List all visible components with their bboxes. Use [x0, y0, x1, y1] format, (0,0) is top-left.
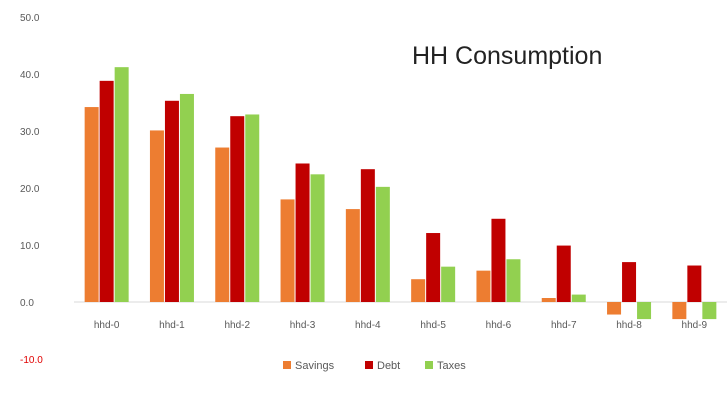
bar-taxes-hhd-7 — [571, 294, 586, 302]
bar-debt-hhd-8 — [622, 262, 637, 302]
bar-taxes-hhd-0 — [114, 67, 129, 302]
y-tick-label: 0.0 — [20, 298, 34, 309]
x-axis: hhd-0 hhd-1 hhd-2 hhd-3 hhd-4 hhd-5 hhd-6 hhd-7… — [94, 320, 708, 331]
bar-taxes-hhd-4 — [375, 186, 390, 302]
bar-debt-hhd-2 — [230, 116, 245, 303]
legend-label-savings: Savings — [295, 360, 335, 372]
bar-taxes-hhd-5 — [441, 266, 456, 302]
x-tick-label: hhd-0 — [94, 320, 120, 331]
bar-debt-hhd-7 — [556, 245, 571, 302]
y-tick-label: 50.0 — [20, 13, 40, 24]
bar-debt-hhd-6 — [491, 218, 506, 302]
bar-savings-hhd-5 — [411, 279, 426, 302]
bar-savings-hhd-0 — [84, 107, 99, 302]
x-tick-label: hhd-4 — [355, 320, 381, 331]
x-tick-label: hhd-1 — [159, 320, 185, 331]
bar-debt-hhd-9 — [687, 265, 702, 302]
bar-debt-hhd-0 — [99, 80, 114, 302]
bar-taxes-hhd-2 — [245, 114, 260, 302]
bar-group — [84, 67, 717, 320]
x-tick-label: hhd-5 — [420, 320, 446, 331]
y-tick-label: 30.0 — [20, 127, 40, 138]
legend-swatch-debt — [365, 361, 373, 369]
bar-savings-hhd-8 — [607, 302, 622, 315]
bar-taxes-hhd-8 — [637, 302, 652, 320]
bar-taxes-hhd-3 — [310, 174, 325, 302]
chart-title: HH Consumption — [412, 42, 602, 70]
bar-debt-hhd-5 — [426, 233, 441, 302]
y-tick-label: 40.0 — [20, 70, 40, 81]
bar-debt-hhd-4 — [360, 169, 375, 302]
legend: Savings Debt Taxes — [283, 360, 466, 372]
bar-savings-hhd-3 — [280, 199, 295, 302]
y-tick-label: -10.0 — [20, 355, 43, 366]
bar-taxes-hhd-6 — [506, 259, 521, 302]
bar-debt-hhd-1 — [164, 100, 179, 302]
y-axis: 50.0 40.0 30.0 20.0 10.0 0.0 -10.0 — [20, 13, 43, 366]
legend-label-taxes: Taxes — [437, 360, 466, 372]
bar-savings-hhd-6 — [476, 270, 491, 302]
y-tick-label: 20.0 — [20, 184, 40, 195]
legend-swatch-taxes — [425, 361, 433, 369]
bar-savings-hhd-2 — [215, 147, 230, 302]
bar-savings-hhd-9 — [672, 302, 687, 320]
x-tick-label: hhd-6 — [486, 320, 512, 331]
x-tick-label: hhd-9 — [682, 320, 708, 331]
bar-taxes-hhd-1 — [179, 93, 194, 302]
bar-debt-hhd-3 — [295, 163, 310, 302]
bar-savings-hhd-4 — [345, 209, 360, 302]
bar-savings-hhd-7 — [541, 298, 556, 302]
y-tick-label: 10.0 — [20, 241, 40, 252]
x-tick-label: hhd-2 — [224, 320, 250, 331]
x-tick-label: hhd-7 — [551, 320, 577, 331]
legend-label-debt: Debt — [377, 360, 400, 372]
x-tick-label: hhd-3 — [290, 320, 316, 331]
bar-savings-hhd-1 — [149, 130, 164, 302]
x-tick-label: hhd-8 — [616, 320, 642, 331]
bar-taxes-hhd-9 — [702, 302, 717, 320]
legend-swatch-savings — [283, 361, 291, 369]
